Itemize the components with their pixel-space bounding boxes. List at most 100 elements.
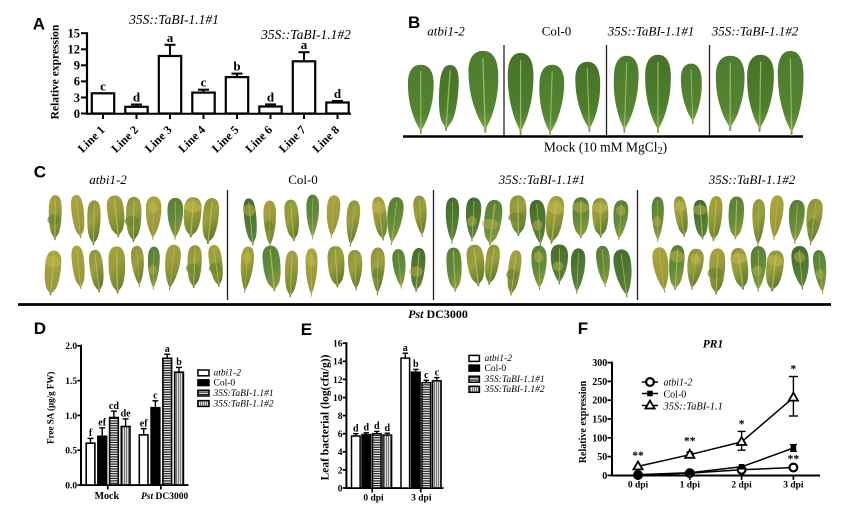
svg-text:**: **: [632, 450, 644, 462]
svg-text:ef: ef: [98, 418, 106, 429]
svg-text:a: a: [301, 37, 308, 52]
svg-text:a: a: [403, 343, 408, 354]
svg-text:E: E: [301, 320, 312, 339]
svg-text:1.0: 1.0: [65, 412, 77, 422]
svg-text:150: 150: [592, 415, 607, 426]
svg-text:Line 1: Line 1: [75, 123, 108, 156]
svg-text:35S::TaBI-1.1#1: 35S::TaBI-1.1#1: [498, 172, 586, 187]
svg-text:d: d: [385, 423, 391, 434]
svg-text:a: a: [165, 344, 170, 355]
svg-text:2 dpi: 2 dpi: [731, 481, 752, 491]
svg-text:12: 12: [333, 376, 343, 386]
svg-text:*: *: [739, 419, 745, 431]
svg-text:0.5: 0.5: [65, 447, 77, 457]
svg-text:Line 7: Line 7: [276, 123, 309, 156]
svg-text:d: d: [267, 89, 275, 104]
svg-text:Col-0: Col-0: [214, 379, 236, 389]
svg-text:Free SA (µg/g FW): Free SA (µg/g FW): [45, 372, 55, 444]
svg-text:d: d: [364, 423, 370, 434]
svg-text:Line 2: Line 2: [108, 123, 141, 156]
svg-text:PR1: PR1: [703, 339, 723, 351]
svg-text:c: c: [435, 367, 440, 378]
svg-text:c: c: [201, 75, 207, 90]
svg-text:ef: ef: [140, 418, 148, 429]
svg-text:Col-0: Col-0: [542, 24, 572, 39]
svg-text:35S::TaBI-1.1#2: 35S::TaBI-1.1#2: [260, 27, 351, 42]
svg-text:300: 300: [592, 358, 607, 369]
svg-text:35S::TaBI-1.1#2: 35S::TaBI-1.1#2: [711, 24, 799, 39]
svg-text:3 dpi: 3 dpi: [411, 494, 432, 504]
svg-text:250: 250: [592, 377, 607, 388]
svg-text:Pst DC3000: Pst DC3000: [408, 307, 468, 321]
svg-text:atbi1-2: atbi1-2: [427, 24, 465, 39]
svg-text:0: 0: [602, 471, 607, 482]
svg-text:35S::TaBI-1.1#1: 35S::TaBI-1.1#1: [128, 12, 219, 27]
svg-text:Line 8: Line 8: [309, 123, 342, 156]
svg-text:Pst DC3000: Pst DC3000: [141, 492, 188, 502]
svg-text:35S:TaBI-1.1#1: 35S:TaBI-1.1#1: [213, 389, 274, 399]
svg-text:50: 50: [597, 452, 607, 463]
svg-text:0 dpi: 0 dpi: [363, 494, 384, 504]
svg-text:16: 16: [333, 340, 343, 350]
svg-text:d: d: [334, 86, 342, 101]
svg-text:0 dpi: 0 dpi: [628, 481, 649, 491]
svg-text:Relative expression: Relative expression: [578, 380, 589, 463]
svg-text:D: D: [34, 319, 46, 338]
svg-text:4: 4: [338, 448, 343, 458]
svg-text:Line 5: Line 5: [209, 123, 242, 156]
svg-text:atbi1-2: atbi1-2: [485, 354, 513, 364]
svg-text:8: 8: [338, 412, 343, 422]
svg-text:a: a: [167, 30, 174, 45]
svg-text:Col-0: Col-0: [664, 389, 687, 400]
svg-text:Line 3: Line 3: [142, 123, 175, 156]
svg-text:Mock: Mock: [95, 491, 120, 502]
svg-text:de: de: [121, 409, 132, 420]
svg-text:Col-0: Col-0: [288, 172, 318, 187]
svg-text:B: B: [408, 13, 420, 32]
svg-text:35S:TaBI-1.1#2: 35S:TaBI-1.1#2: [484, 385, 545, 395]
svg-text:Line 6: Line 6: [242, 123, 275, 156]
svg-text:2.0: 2.0: [65, 342, 77, 352]
svg-text:35S:TaBI-1.1#1: 35S:TaBI-1.1#1: [484, 375, 545, 385]
svg-text:cd: cd: [109, 401, 119, 412]
svg-text:9: 9: [74, 59, 80, 73]
svg-text:Mock (10 mM MgCl2): Mock (10 mM MgCl2): [544, 140, 667, 158]
svg-text:3: 3: [74, 91, 80, 105]
svg-text:1.5: 1.5: [65, 377, 77, 387]
svg-text:0: 0: [74, 107, 80, 121]
svg-text:35S:TaBI-1.1#2: 35S:TaBI-1.1#2: [213, 399, 274, 409]
svg-text:atbi1-2: atbi1-2: [664, 378, 693, 389]
svg-text:b: b: [413, 359, 419, 370]
svg-text:6: 6: [74, 75, 80, 89]
svg-text:3 dpi: 3 dpi: [783, 481, 804, 491]
svg-text:200: 200: [592, 396, 607, 407]
svg-text:15: 15: [68, 27, 81, 41]
svg-text:1 dpi: 1 dpi: [680, 481, 701, 491]
svg-text:Col-0: Col-0: [485, 364, 507, 374]
svg-text:F: F: [578, 319, 588, 338]
svg-text:**: **: [788, 454, 800, 466]
svg-text:atbi1-2: atbi1-2: [214, 369, 242, 379]
svg-text:d: d: [374, 421, 380, 432]
svg-text:d: d: [353, 424, 359, 435]
svg-text:0: 0: [338, 484, 343, 494]
svg-text:0.0: 0.0: [65, 481, 77, 491]
svg-text:35S::TaBI-1.1#1: 35S::TaBI-1.1#1: [607, 24, 695, 39]
svg-text:Leaf bacterial (log(cfu/g)): Leaf bacterial (log(cfu/g)): [320, 354, 332, 480]
svg-text:**: **: [684, 436, 696, 448]
svg-text:b: b: [176, 357, 182, 368]
svg-text:f: f: [89, 428, 93, 439]
svg-text:12: 12: [68, 43, 81, 57]
svg-text:c: c: [100, 78, 106, 93]
svg-text:Relative expression: Relative expression: [50, 24, 62, 119]
svg-text:2: 2: [338, 466, 343, 476]
svg-text:*: *: [791, 364, 797, 376]
svg-text:100: 100: [592, 433, 607, 444]
svg-text:C: C: [34, 163, 46, 182]
svg-text:c: c: [153, 391, 158, 402]
svg-text:Line 4: Line 4: [175, 123, 208, 156]
svg-text:14: 14: [333, 358, 343, 368]
svg-text:d: d: [133, 90, 141, 105]
svg-text:A: A: [33, 15, 45, 34]
svg-text:35S::TaBI-1.1: 35S::TaBI-1.1: [663, 401, 723, 412]
